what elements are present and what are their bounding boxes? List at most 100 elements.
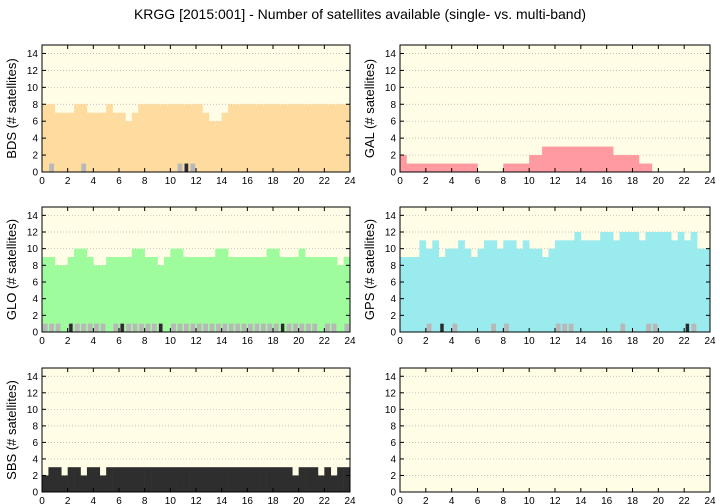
x-tick-label: 20 <box>293 176 305 187</box>
bar <box>438 257 446 332</box>
single-band-bar <box>305 323 311 332</box>
bar <box>529 248 536 332</box>
y-tick-label: 0 <box>32 328 38 339</box>
bar <box>522 163 530 172</box>
single-band-bar <box>55 323 61 332</box>
bar <box>567 146 575 172</box>
bar <box>555 240 562 332</box>
bar <box>337 104 344 172</box>
bar <box>580 240 588 332</box>
bar <box>183 104 190 172</box>
bar <box>279 467 287 492</box>
bar <box>144 257 152 332</box>
bar <box>119 467 126 492</box>
bar <box>555 146 562 172</box>
single-band-dark-bar <box>280 323 285 332</box>
bar <box>106 467 113 492</box>
bar <box>600 232 607 332</box>
bar <box>253 467 261 492</box>
bar <box>228 104 235 172</box>
bar <box>490 240 498 332</box>
bar <box>131 467 139 492</box>
single-band-bar <box>196 323 202 332</box>
bar <box>496 248 504 332</box>
bar <box>619 155 627 172</box>
x-tick-label: 0 <box>39 176 45 187</box>
bar <box>626 155 633 172</box>
bar <box>208 257 216 332</box>
bar <box>574 232 582 332</box>
bar <box>202 257 210 332</box>
bar <box>183 467 190 492</box>
bar <box>163 257 171 332</box>
single-band-dark-bar <box>159 323 163 332</box>
y-tick-label: 12 <box>385 388 397 399</box>
bar <box>317 104 325 172</box>
bar <box>458 163 465 172</box>
x-tick-label: 14 <box>575 496 587 504</box>
y-tick-label: 14 <box>385 372 397 383</box>
single-band-bar <box>171 323 176 332</box>
bar <box>48 257 56 332</box>
single-band-bar <box>126 323 132 332</box>
single-band-bar <box>100 323 106 332</box>
y-tick-label: 8 <box>32 261 38 272</box>
x-tick-label: 10 <box>165 496 177 504</box>
bar <box>112 112 120 172</box>
x-tick-label: 24 <box>344 336 356 347</box>
bar <box>240 257 248 332</box>
bar <box>632 232 640 332</box>
single-band-bar <box>87 323 93 332</box>
x-tick-label: 24 <box>704 496 716 504</box>
x-tick-label: 24 <box>344 496 356 504</box>
bar <box>266 104 274 172</box>
x-tick-label: 6 <box>475 336 481 347</box>
bar <box>273 467 280 492</box>
x-tick-label: 8 <box>142 176 148 187</box>
bar <box>99 112 107 172</box>
y-axis-label: GAL (# satellites) <box>362 59 377 158</box>
y-tick-label: 0 <box>390 488 396 499</box>
x-tick-label: 8 <box>501 496 507 504</box>
bar <box>170 467 178 492</box>
bar <box>324 104 332 172</box>
x-tick-label: 14 <box>216 336 228 347</box>
y-tick-label: 12 <box>385 228 397 239</box>
bar <box>240 467 248 492</box>
single-band-bar <box>260 323 266 332</box>
x-tick-label: 16 <box>242 176 254 187</box>
y-tick-label: 14 <box>27 372 39 383</box>
x-tick-label: 20 <box>293 336 305 347</box>
bar <box>400 155 407 172</box>
bar <box>260 257 267 332</box>
x-tick-label: 12 <box>549 336 561 347</box>
bar <box>61 112 68 172</box>
bar <box>228 257 235 332</box>
bar <box>260 104 267 172</box>
bar <box>221 467 229 492</box>
bar <box>176 248 184 332</box>
bar <box>651 232 659 332</box>
y-tick-label: 12 <box>27 228 39 239</box>
x-tick-label: 8 <box>142 336 148 347</box>
x-tick-label: 22 <box>319 336 331 347</box>
bar <box>483 240 491 332</box>
bar <box>125 121 133 172</box>
y-tick-label: 4 <box>32 454 38 465</box>
bar <box>343 257 351 332</box>
single-band-bar <box>222 323 228 332</box>
y-tick-label: 4 <box>390 454 396 465</box>
x-tick-label: 10 <box>165 336 177 347</box>
y-axis-label: GLO (# satellites) <box>4 219 19 320</box>
bar <box>74 467 81 492</box>
bar <box>253 257 261 332</box>
bar <box>406 257 414 332</box>
bar <box>240 104 248 172</box>
x-tick-label: 12 <box>549 176 561 187</box>
bar <box>189 467 197 492</box>
bar <box>412 257 420 332</box>
bar <box>298 248 306 332</box>
